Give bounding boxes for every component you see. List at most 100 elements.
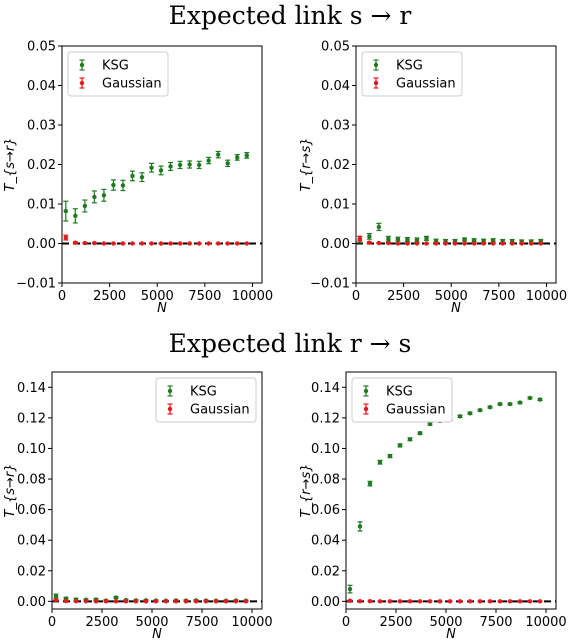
legend: KSG Gaussian: [155, 377, 257, 423]
legend-label: Gaussian: [396, 77, 456, 92]
data-point: [376, 224, 382, 230]
x-tick-label: 7500: [482, 289, 515, 304]
legend-marker-point: [79, 62, 85, 68]
data-point: [215, 241, 221, 246]
legend-box: [67, 51, 169, 97]
y-tick-label: 0.05: [27, 40, 56, 55]
x-tick-label: 5000: [429, 615, 462, 630]
data-point: [215, 152, 221, 157]
data-point: [519, 241, 524, 246]
data-point: [213, 599, 219, 604]
data-point: [187, 162, 192, 167]
x-tick-label: 5000: [435, 289, 468, 304]
series-ksg: [357, 222, 544, 244]
data-point: [143, 599, 149, 604]
y-tick-label: 0.03: [27, 119, 56, 134]
legend-marker-point: [363, 406, 369, 412]
data-point: [120, 183, 126, 188]
data-point: [347, 598, 353, 603]
data-point: [387, 599, 393, 604]
data-point: [527, 395, 533, 401]
data-point: [462, 237, 467, 242]
plot-frame: [345, 371, 557, 610]
data-point: [177, 241, 183, 246]
legend-label: Gaussian: [190, 403, 250, 418]
data-point: [509, 241, 515, 246]
y-tick-label: 0.10: [311, 442, 340, 457]
data-point: [92, 194, 97, 200]
x-tick-label: 10000: [231, 615, 272, 630]
y-tick-label: 0.08: [17, 473, 46, 488]
data-point: [163, 599, 169, 604]
data-point: [158, 168, 164, 173]
plot-frame: [51, 371, 263, 610]
data-point: [173, 599, 179, 604]
data-point: [113, 599, 119, 604]
x-tick-label: 10000: [526, 289, 567, 304]
data-point: [417, 599, 423, 604]
y-tick-label: 0.02: [321, 158, 350, 173]
data-point: [477, 408, 483, 413]
legend-marker-point: [363, 388, 369, 394]
y-tick-label: 0.02: [17, 564, 46, 579]
y-tick-label: 0.04: [27, 79, 56, 94]
data-point: [187, 241, 192, 246]
data-point: [397, 443, 403, 448]
data-point: [471, 241, 477, 246]
legend-marker-point: [167, 406, 173, 412]
y-tick-label: 0.00: [321, 237, 350, 252]
data-point: [130, 241, 135, 246]
x-tick-label: 2500: [387, 289, 420, 304]
legend-marker-point: [79, 80, 85, 86]
data-point: [497, 599, 503, 604]
data-point: [467, 599, 473, 604]
data-point: [149, 165, 154, 170]
y-tick-label: 0.10: [17, 442, 46, 457]
legend-label: KSG: [396, 59, 423, 74]
data-point: [537, 599, 543, 604]
data-point: [537, 397, 543, 402]
x-tick-label: 0: [48, 615, 56, 630]
y-tick-label: 0.01: [27, 198, 56, 213]
data-point: [424, 241, 429, 246]
y-tick-label: 0.00: [17, 595, 46, 610]
y-tick-label: 0.04: [17, 534, 46, 549]
data-point: [467, 411, 473, 416]
data-point: [527, 599, 533, 604]
y-tick-label: 0.04: [321, 79, 350, 94]
data-point: [414, 237, 420, 243]
data-point: [395, 236, 401, 242]
x-tick-label: 5000: [141, 289, 174, 304]
legend-box: [361, 51, 463, 97]
data-point: [417, 430, 423, 436]
y-tick-label: 0.06: [17, 503, 46, 518]
data-point: [149, 241, 154, 246]
data-point: [386, 236, 391, 241]
data-point: [407, 437, 413, 442]
data-point: [130, 173, 135, 179]
y-tick-label: 0.12: [311, 411, 340, 426]
y-tick-label: 0.01: [321, 198, 350, 213]
data-point: [490, 241, 496, 246]
x-axis-label: N: [451, 301, 461, 316]
y-tick-label: 0.04: [311, 534, 340, 549]
y-tick-label: 0.02: [311, 564, 340, 579]
data-point: [92, 240, 97, 246]
x-axis-label: N: [157, 301, 167, 316]
y-axis-label: T_{s→r}: [3, 464, 18, 518]
section-title-top: Expected link s → r: [169, 1, 412, 30]
data-point: [82, 203, 88, 209]
y-tick-label: 0.14: [17, 381, 46, 396]
data-point: [225, 161, 230, 166]
legend-box: [351, 377, 453, 423]
data-point: [529, 241, 534, 246]
data-point: [367, 599, 373, 604]
data-point: [63, 208, 69, 214]
data-point: [477, 599, 483, 604]
data-point: [376, 240, 382, 246]
x-tick-label: 5000: [135, 615, 168, 630]
y-tick-label: 0.08: [311, 473, 340, 488]
data-point: [462, 241, 467, 246]
data-point: [168, 164, 173, 169]
